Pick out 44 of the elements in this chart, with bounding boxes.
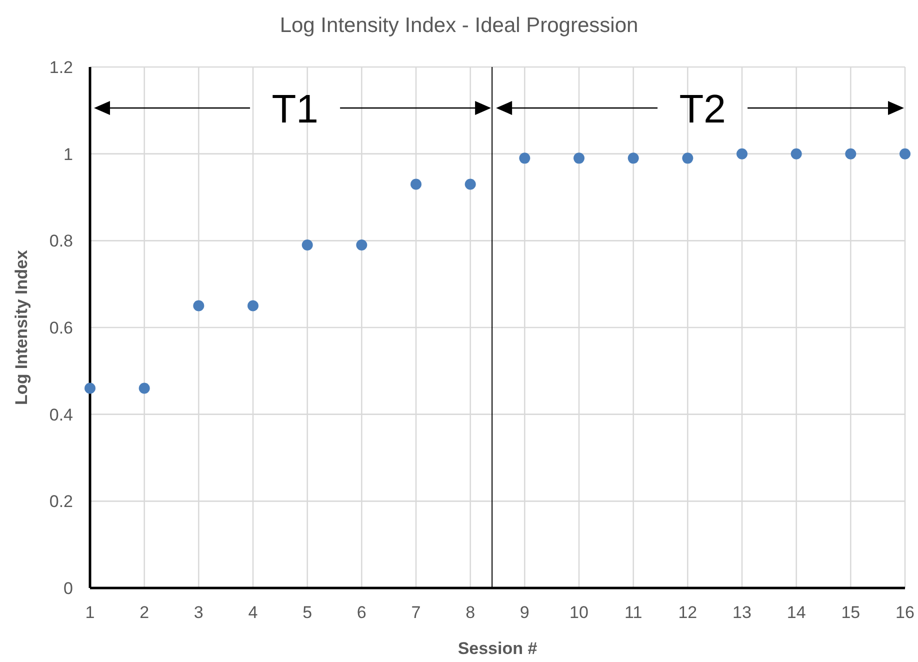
point [193,300,204,312]
x-tick-label: 11 [624,603,642,622]
point [248,300,258,312]
point [900,148,910,160]
point [356,240,368,251]
y-tick-label: 1 [64,144,73,164]
point [845,148,856,160]
chart-title: Log Intensity Index - Ideal Progression [280,14,638,37]
y-tick-label: 0.2 [49,492,73,512]
x-tick-label: 16 [896,603,914,622]
x-tick-label: 12 [678,603,698,622]
x-tick-label: 14 [786,603,806,622]
point [790,148,802,160]
annotation: T1 [272,87,318,132]
y-tick-label: 0.8 [49,232,73,251]
x-tick-label: 5 [302,603,312,622]
x-tick-label: 2 [140,603,150,622]
point [302,240,313,251]
point [628,152,639,164]
point [682,152,694,164]
x-tick-label: 7 [411,603,421,622]
annotation: T2 [679,87,726,132]
point [736,148,748,160]
x-tick-label: 10 [570,603,588,622]
x-tick-label: 4 [248,603,258,622]
point [410,178,422,190]
y-tick-label: 0.6 [49,318,73,338]
x-axis-title: Session # [458,639,538,658]
point [84,382,96,394]
x-tick-label: 6 [356,603,366,622]
x-tick-label: 13 [732,603,752,622]
x-tick-label: 9 [520,603,530,622]
point [138,382,150,394]
y-tick-label: 0 [64,578,73,598]
point [464,178,476,190]
y-tick-label: 1.2 [49,58,73,77]
x-tick-label: 1 [85,603,95,622]
y-axis-title: Log Intensity Index [12,250,31,405]
x-tick-label: 15 [841,603,860,622]
x-tick-label: 3 [194,603,204,622]
y-tick-label: 0.4 [49,405,73,424]
x-tick-label: 8 [466,603,476,622]
point [574,152,584,164]
point [519,152,530,164]
